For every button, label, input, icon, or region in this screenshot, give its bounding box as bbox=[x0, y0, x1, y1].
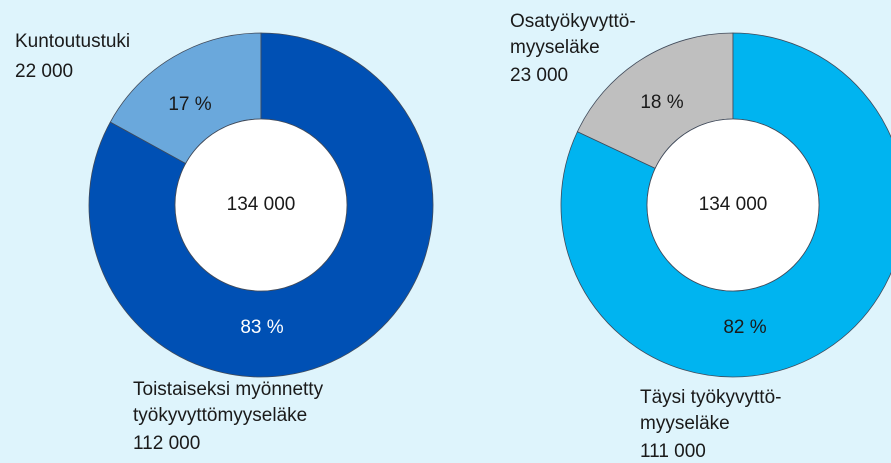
donut-hole bbox=[174, 118, 348, 292]
total-label: 134 000 bbox=[699, 194, 768, 215]
total-label: 134 000 bbox=[227, 194, 296, 215]
category-label: myyseläke bbox=[510, 37, 600, 58]
count-label: 22 000 bbox=[15, 61, 73, 82]
category-label: Toistaiseksi myönnetty bbox=[133, 379, 324, 400]
count-label: 23 000 bbox=[510, 65, 568, 86]
category-label: Täysi työkyvyttö- bbox=[640, 387, 781, 408]
category-label: myyseläke bbox=[640, 413, 730, 434]
value-label: 18 % bbox=[640, 92, 683, 113]
category-label: Kuntoutustuki bbox=[15, 31, 130, 52]
donut-hole bbox=[646, 118, 820, 292]
category-label: Osatyökyvyttö- bbox=[510, 11, 636, 32]
value-label: 17 % bbox=[168, 94, 211, 115]
value-label: 83 % bbox=[240, 317, 283, 338]
count-label: 111 000 bbox=[640, 441, 706, 462]
value-label: 82 % bbox=[723, 317, 766, 338]
category-label: työkyvyttömyyseläke bbox=[133, 405, 307, 426]
count-label: 112 000 bbox=[133, 433, 200, 454]
